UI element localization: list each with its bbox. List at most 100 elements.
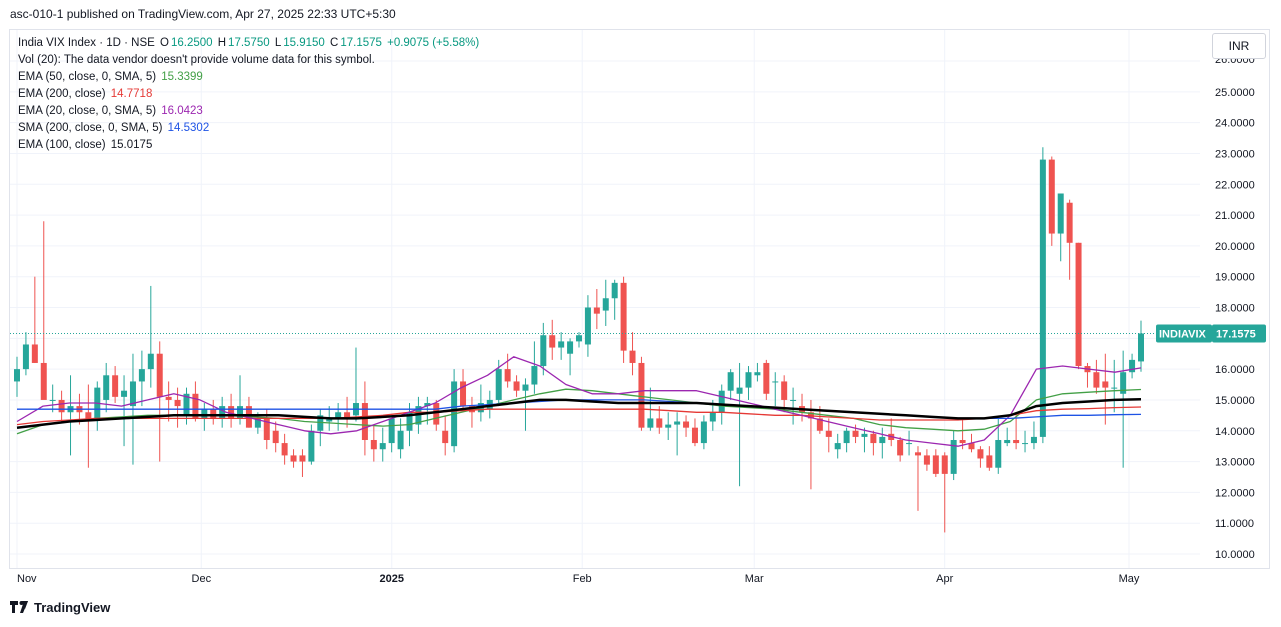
tradingview-logo[interactable]: TradingView — [10, 600, 110, 616]
candle-body[interactable] — [210, 409, 217, 419]
candle-body[interactable] — [906, 443, 913, 445]
candle-body[interactable] — [379, 443, 386, 450]
candle-body[interactable] — [558, 341, 565, 348]
candle-body[interactable] — [852, 430, 859, 437]
candle-body[interactable] — [790, 399, 797, 401]
candle-body[interactable] — [1048, 159, 1055, 234]
candle-body[interactable] — [237, 406, 244, 419]
candle-body[interactable] — [834, 443, 841, 450]
candle-body[interactable] — [424, 403, 431, 407]
candle-body[interactable] — [647, 418, 654, 428]
candle-body[interactable] — [156, 353, 163, 397]
legend-symbol[interactable]: India VIX Index · 1D · NSE — [18, 37, 155, 49]
candle-body[interactable] — [49, 399, 56, 401]
candle-body[interactable] — [290, 455, 297, 462]
candle-body[interactable] — [709, 412, 716, 422]
candle-body[interactable] — [219, 406, 226, 419]
indicator-legend-row[interactable]: EMA (20, close, 0, SMA, 5) 16.0423 — [18, 103, 205, 120]
candle-body[interactable] — [576, 335, 582, 342]
candle-body[interactable] — [433, 403, 440, 425]
indicator-legend-row[interactable]: EMA (50, close, 0, SMA, 5) 15.3399 — [18, 69, 205, 86]
candle-body[interactable] — [674, 421, 681, 425]
candle-body[interactable] — [460, 381, 467, 407]
candle-body[interactable] — [1093, 372, 1100, 388]
candle-body[interactable] — [736, 387, 743, 394]
indicator-legend-row[interactable]: EMA (100, close) 15.0175 — [18, 137, 154, 154]
candle-body[interactable] — [727, 372, 734, 391]
candle-body[interactable] — [513, 381, 520, 391]
candle-body[interactable] — [361, 403, 368, 440]
candle-body[interactable] — [683, 421, 690, 428]
candle-body[interactable] — [1022, 443, 1029, 445]
candle-body[interactable] — [308, 430, 315, 462]
candle-body[interactable] — [629, 350, 636, 363]
candle-body[interactable] — [567, 341, 574, 354]
indicator-legend-row[interactable]: SMA (200, close, 0, SMA, 5) 14.5302 — [18, 120, 211, 137]
candle-body[interactable] — [1066, 202, 1073, 243]
candle-body[interactable] — [638, 362, 645, 428]
candle-body[interactable] — [611, 282, 618, 299]
candle-body[interactable] — [14, 369, 20, 382]
candle-body[interactable] — [1138, 333, 1144, 362]
candle-body[interactable] — [165, 396, 172, 400]
candle-body[interactable] — [504, 369, 511, 382]
candle-body[interactable] — [121, 390, 128, 397]
candle-body[interactable] — [718, 390, 725, 413]
candle-body[interactable] — [995, 439, 1002, 468]
candle-body[interactable] — [781, 381, 788, 400]
candle-body[interactable] — [691, 427, 698, 444]
candle-body[interactable] — [932, 455, 939, 474]
candle-body[interactable] — [665, 424, 672, 428]
candle-body[interactable] — [968, 443, 975, 450]
candle-body[interactable] — [103, 375, 110, 400]
candle-body[interactable] — [593, 307, 600, 314]
candle-body[interactable] — [620, 282, 627, 351]
candle-body[interactable] — [897, 439, 904, 456]
candle-body[interactable] — [58, 399, 65, 413]
candle-body[interactable] — [816, 418, 823, 431]
candle-body[interactable] — [192, 393, 199, 419]
candle-body[interactable] — [40, 362, 47, 400]
candle-body[interactable] — [1075, 242, 1082, 367]
candle-body[interactable] — [1039, 159, 1046, 437]
candle-body[interactable] — [977, 449, 984, 459]
candle-body[interactable] — [201, 409, 208, 419]
candle-body[interactable] — [941, 455, 948, 474]
candle-body[interactable] — [147, 353, 154, 370]
candle-body[interactable] — [254, 418, 261, 428]
candle-body[interactable] — [370, 439, 377, 450]
candle-body[interactable] — [22, 344, 29, 370]
candle-body[interactable] — [1129, 359, 1136, 373]
candle-body[interactable] — [281, 443, 288, 456]
candle-body[interactable] — [1057, 193, 1064, 234]
candle-body[interactable] — [825, 430, 832, 437]
indicator-legend-row[interactable]: EMA (200, close) 14.7718 — [18, 86, 154, 103]
candle-body[interactable] — [1120, 372, 1127, 394]
candle-body[interactable] — [879, 436, 886, 444]
candle-body[interactable] — [923, 455, 930, 465]
candle-body[interactable] — [1030, 436, 1037, 444]
legend-vol-text[interactable]: Vol (20): The data vendor doesn't provid… — [18, 54, 375, 66]
candle-body[interactable] — [763, 362, 770, 394]
candle-body[interactable] — [549, 335, 556, 348]
candle-body[interactable] — [602, 298, 609, 311]
candle-body[interactable] — [772, 381, 779, 383]
candle-body[interactable] — [272, 430, 279, 444]
candle-body[interactable] — [112, 375, 119, 397]
candle-body[interactable] — [174, 399, 181, 407]
candle-body[interactable] — [406, 412, 413, 431]
candle-body[interactable] — [263, 418, 270, 440]
candle-body[interactable] — [129, 381, 136, 407]
candle-body[interactable] — [861, 433, 868, 437]
candle-body[interactable] — [1013, 439, 1020, 444]
candle-body[interactable] — [656, 418, 663, 428]
candle-body[interactable] — [1004, 439, 1011, 444]
candle-body[interactable] — [138, 369, 145, 382]
candle-body[interactable] — [986, 455, 993, 468]
candle-body[interactable] — [950, 439, 957, 474]
candle-body[interactable] — [1111, 387, 1118, 389]
candle-body[interactable] — [745, 372, 752, 388]
candle-body[interactable] — [540, 335, 547, 367]
candle-body[interactable] — [959, 439, 966, 444]
